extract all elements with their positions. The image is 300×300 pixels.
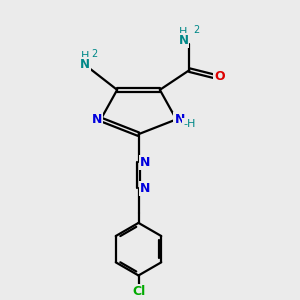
Text: 2: 2 [92, 50, 98, 59]
Text: 2: 2 [194, 25, 200, 35]
Text: N: N [140, 182, 150, 195]
Text: H: H [179, 27, 188, 37]
Text: H: H [81, 51, 89, 61]
Text: Cl: Cl [132, 285, 145, 298]
Text: N: N [178, 34, 188, 47]
Text: N: N [174, 113, 185, 126]
Text: -H: -H [183, 119, 196, 129]
Text: O: O [214, 70, 225, 83]
Text: N: N [80, 58, 90, 71]
Text: N: N [92, 113, 102, 126]
Text: N: N [140, 156, 150, 169]
